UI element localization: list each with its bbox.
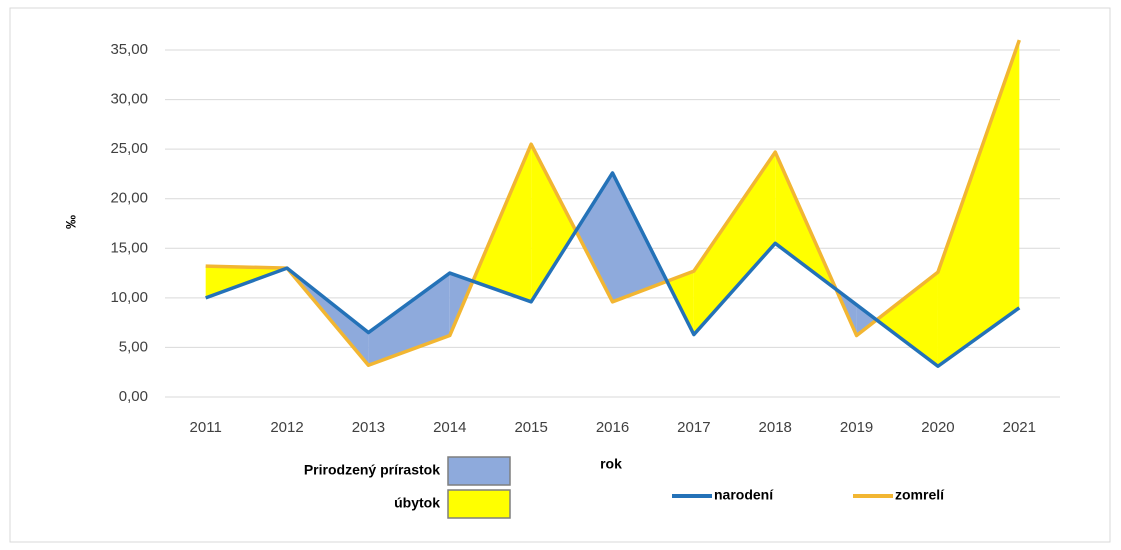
- difference-area: [937, 40, 1020, 367]
- x-tick-label: 2016: [596, 419, 629, 436]
- x-tick-label: 2019: [840, 419, 873, 436]
- x-tick-label: 2012: [270, 419, 303, 436]
- x-tick-label: 2021: [1003, 419, 1036, 436]
- y-tick-label: 10,00: [110, 289, 148, 306]
- series-line: [205, 39, 1021, 368]
- y-tick-label: 20,00: [110, 190, 148, 207]
- difference-area: [856, 304, 877, 336]
- y-tick-label: 0,00: [119, 388, 148, 405]
- x-tick-label: 2017: [677, 419, 710, 436]
- x-axis-label: rok: [600, 456, 622, 472]
- x-tick-label: 2014: [433, 419, 466, 436]
- series-line: [205, 171, 1021, 369]
- y-tick-label: 5,00: [119, 338, 148, 355]
- legend-swatch: [447, 456, 511, 486]
- difference-area: [612, 172, 668, 302]
- difference-area: [575, 172, 613, 302]
- x-tick-label: 2013: [352, 419, 385, 436]
- legend-label: Prirodzený prírastok: [304, 462, 440, 478]
- x-tick-label: 2020: [921, 419, 954, 436]
- y-tick-label: 30,00: [110, 91, 148, 108]
- y-tick-label: 15,00: [110, 239, 148, 256]
- difference-area: [876, 272, 938, 367]
- difference-area: [693, 152, 776, 335]
- difference-area: [531, 144, 576, 302]
- chart-frame: [9, 7, 1111, 543]
- difference-area: [472, 144, 532, 302]
- x-tick-label: 2015: [514, 419, 547, 436]
- legend-label: zomrelí: [895, 487, 945, 503]
- x-tick-label: 2018: [759, 419, 792, 436]
- x-tick-label: 2011: [190, 419, 222, 436]
- legend-swatch: [447, 489, 511, 519]
- y-tick-label: 35,00: [110, 41, 148, 58]
- y-axis-label: ‰: [63, 215, 79, 229]
- legend-label: narodení: [714, 487, 774, 503]
- legend-label: úbytok: [394, 495, 440, 511]
- y-tick-label: 25,00: [110, 140, 148, 157]
